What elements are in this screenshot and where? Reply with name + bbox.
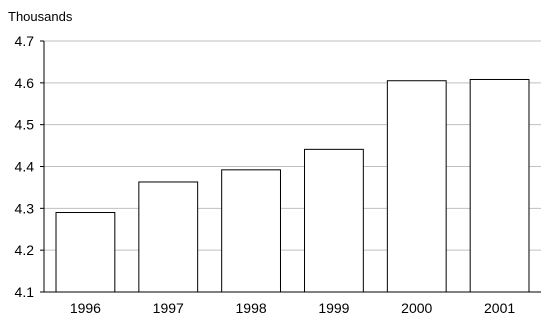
bar-2000 [386,80,447,293]
x-tick-label: 2000 [401,300,432,316]
bar-1996 [55,212,116,293]
x-tick-label: 1996 [70,300,101,316]
x-tick-label: 1997 [153,300,184,316]
y-tick-label: 4.2 [15,242,35,258]
x-tick-label: 1998 [236,300,267,316]
y-axis-ticks: 4.1 4.2 4.3 4.4 4.5 4.6 4.7 [15,33,44,300]
bar-1998 [221,169,281,293]
gridlines [44,40,541,251]
bar-1999 [304,148,364,293]
x-tick-label: 1999 [318,300,349,316]
axes [43,41,541,293]
y-tick-label: 4.5 [15,117,35,133]
y-tick-label: 4.6 [15,75,35,91]
bar-1997 [138,181,199,293]
bar-2001 [469,78,530,293]
y-unit-label: Thousands [8,9,73,24]
bars [55,78,530,293]
y-tick-label: 4.7 [15,33,35,49]
x-axis-labels: 1996 1997 1998 1999 2000 2001 [70,300,516,316]
x-tick-label: 2001 [484,300,515,316]
y-tick-label: 4.3 [15,200,35,216]
y-tick-label: 4.1 [15,284,35,300]
y-tick-label: 4.4 [15,159,35,175]
